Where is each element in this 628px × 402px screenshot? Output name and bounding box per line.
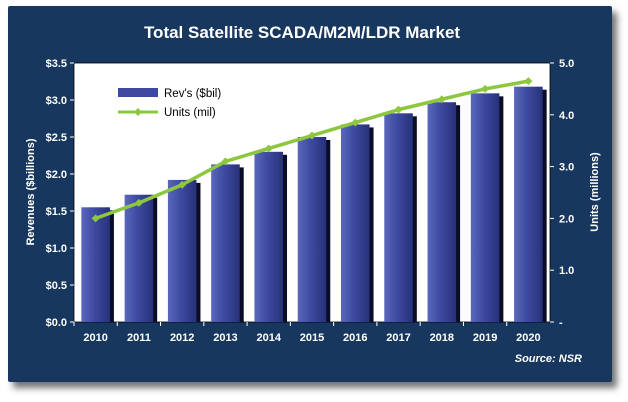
units-point-2016 — [351, 118, 360, 127]
bar-2011 — [124, 194, 154, 322]
units-point-2010 — [91, 214, 100, 223]
units-point-2019 — [481, 84, 490, 93]
units-point-2011 — [134, 198, 143, 207]
x-tick-label: 2020 — [516, 332, 540, 344]
units-point-2012 — [178, 180, 187, 189]
units-point-2013 — [221, 157, 230, 166]
x-tick-label: 2016 — [343, 332, 367, 344]
y-tick-label: $3.5 — [46, 58, 67, 70]
y-tick-label: $0.0 — [46, 317, 67, 329]
y2-tick-label: 5.0 — [559, 58, 574, 70]
y2-tick-label: 4.0 — [559, 110, 574, 122]
y-axis-title: Revenues ($billions) — [25, 138, 37, 245]
y-tick-label: $0.5 — [46, 280, 67, 292]
y-tick-label: $2.0 — [46, 169, 67, 181]
x-tick-label: 2010 — [83, 332, 107, 344]
bar-2016 — [340, 124, 370, 322]
x-tick-label: 2013 — [213, 332, 237, 344]
x-tick-label: 2019 — [473, 332, 497, 344]
x-tick-label: 2012 — [170, 332, 194, 344]
units-point-2020 — [524, 77, 533, 86]
chart-title: Total Satellite SCADA/M2M/LDR Market — [144, 23, 460, 42]
y-tick-label: $2.5 — [46, 132, 67, 144]
units-point-2018 — [437, 95, 446, 104]
y-tick-label: $1.0 — [46, 243, 67, 255]
bar-2010 — [81, 207, 110, 322]
units-point-2017 — [394, 105, 403, 114]
x-tick-label: 2018 — [430, 332, 454, 344]
x-tick-label: 2017 — [386, 332, 410, 344]
x-tick-label: 2011 — [127, 332, 151, 344]
legend-label-units: Units (mil) — [164, 107, 216, 119]
bar-2012 — [167, 179, 197, 322]
legend-marker-units — [134, 108, 142, 116]
units-point-2015 — [308, 131, 316, 140]
legend-swatch-revenue — [118, 88, 158, 97]
y2-tick-label: 3.0 — [559, 162, 574, 174]
bar-2017 — [384, 113, 413, 322]
bar-2018 — [427, 102, 457, 322]
y-tick-label: $3.0 — [46, 95, 67, 107]
bar-2015 — [297, 137, 327, 322]
bar-2014 — [254, 151, 284, 322]
bar-2013 — [211, 164, 240, 322]
y-tick-label: $1.5 — [46, 206, 67, 218]
y2-axis-title: Units (millions) — [589, 152, 601, 232]
legend: Rev's ($bil) Units (mil) — [118, 88, 221, 119]
units-point-2014 — [264, 144, 273, 153]
source-note: Source: NSR — [515, 353, 582, 365]
y2-tick-label: 2.0 — [559, 213, 574, 225]
legend-label-revenue: Rev's ($bil) — [164, 88, 221, 100]
x-tick-label: 2014 — [256, 332, 281, 344]
y2-tick-label: - — [559, 317, 563, 329]
bar-2020 — [514, 86, 543, 323]
bar-2019 — [470, 93, 500, 322]
y2-tick-label: 1.0 — [559, 265, 574, 277]
x-tick-label: 2015 — [300, 332, 324, 344]
